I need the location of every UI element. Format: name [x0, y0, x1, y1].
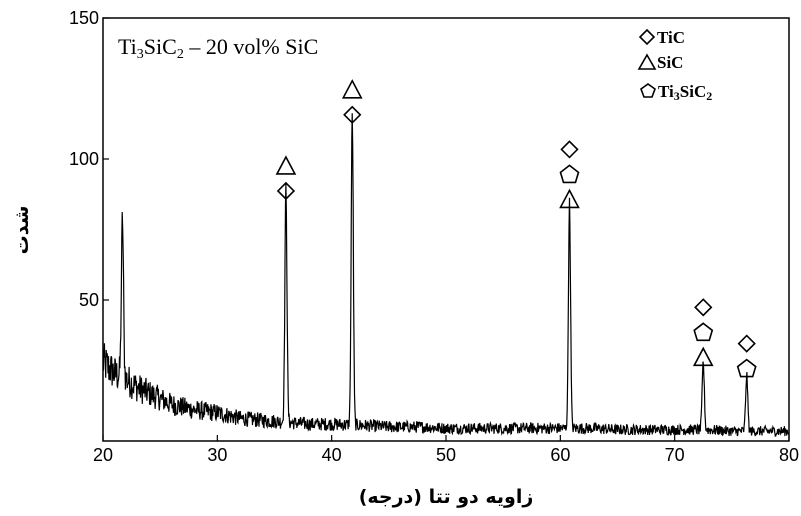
triangle-icon	[341, 79, 363, 99]
triangle-icon	[692, 346, 714, 367]
pentagon-icon	[640, 83, 656, 98]
legend-label-tic: TiC	[657, 28, 685, 47]
pentagon-icon	[693, 322, 714, 342]
legend-item-sic: SiC	[637, 53, 683, 72]
diamond-icon	[694, 298, 713, 317]
y-tick-label: 100	[69, 149, 99, 169]
x-tick-label: 50	[436, 445, 456, 465]
diamond-icon	[638, 28, 656, 46]
chart-title: Ti3SiC2 – 20 vol% SiC	[118, 34, 318, 62]
x-axis-label: زاویه دو تتا (درجه)	[359, 486, 534, 508]
diamond-icon	[560, 140, 579, 159]
triangle-icon	[275, 155, 297, 175]
x-ticks: 20 30 40 50 60 70 80	[93, 435, 799, 465]
y-axis-label: شدت	[11, 206, 33, 255]
x-tick-label: 60	[550, 445, 570, 465]
x-tick-label: 40	[322, 445, 342, 465]
triangle-icon	[637, 53, 657, 70]
diamond-icon	[737, 334, 756, 353]
legend: TiC SiC Ti3SiC2	[637, 28, 712, 103]
legend-label-ti3sic2: Ti3SiC2	[658, 82, 712, 103]
xrd-pattern-line	[102, 113, 790, 437]
x-tick-label: 20	[93, 445, 113, 465]
plot-area: 50 100 150 20 30 40 50 60 70 80	[69, 8, 799, 465]
pentagon-icon	[559, 164, 580, 184]
triangle-icon	[559, 188, 580, 209]
y-ticks: 50 100 150	[69, 8, 109, 310]
x-tick-label: 70	[665, 445, 685, 465]
phase-markers	[275, 79, 757, 378]
legend-item-tic: TiC	[638, 28, 685, 47]
diamond-icon	[276, 181, 296, 201]
y-tick-label: 50	[79, 290, 99, 310]
x-tick-label: 30	[207, 445, 227, 465]
legend-item-ti3sic2: Ti3SiC2	[640, 82, 712, 103]
y-tick-label: 150	[69, 8, 99, 28]
x-tick-label: 80	[779, 445, 799, 465]
legend-label-sic: SiC	[657, 53, 683, 72]
pentagon-icon	[736, 358, 757, 378]
diamond-icon	[343, 105, 362, 124]
